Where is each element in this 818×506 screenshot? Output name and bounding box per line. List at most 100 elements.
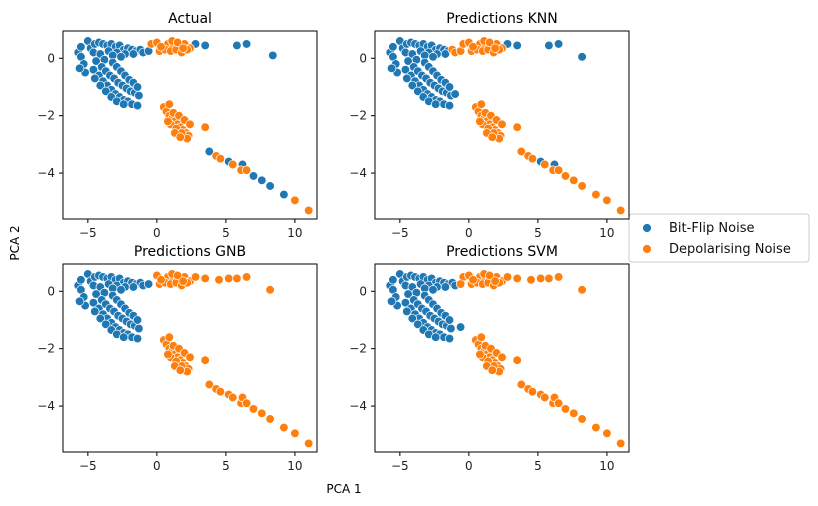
point-depolarising-noise: [163, 349, 173, 360]
x-tick-label: −5: [79, 226, 97, 240]
point-bit-flip-noise: [204, 146, 214, 157]
plot-frame: [62, 30, 318, 220]
point-depolarising-noise: [484, 37, 495, 48]
point-bit-flip-noise: [450, 89, 460, 99]
point-depolarising-noise: [484, 270, 495, 281]
plot-frame: [374, 30, 630, 220]
point-bit-flip-noise: [134, 323, 144, 334]
point-bit-flip-noise: [119, 99, 129, 109]
point-bit-flip-noise: [407, 80, 417, 91]
x-tick-label: 10: [599, 459, 614, 473]
point-bit-flip-noise: [444, 315, 455, 325]
point-depolarising-noise: [304, 205, 314, 216]
point-bit-flip-noise: [74, 296, 85, 306]
point-bit-flip-noise: [95, 80, 105, 91]
y-tick-label: −2: [349, 342, 367, 356]
point-depolarising-noise: [241, 165, 252, 175]
point-depolarising-noise: [497, 352, 507, 362]
point-bit-flip-noise: [76, 275, 86, 285]
x-tick-label: 0: [465, 226, 473, 240]
point-bit-flip-noise: [577, 52, 587, 62]
point-bit-flip-noise: [440, 282, 451, 292]
point-depolarising-noise: [156, 275, 166, 285]
y-tick-label: −2: [349, 109, 367, 123]
point-depolarising-noise: [175, 132, 185, 142]
x-tick-label: 5: [222, 459, 230, 473]
panel-predictions-gnb: Predictions GNB −5 0 5 10 0 −2 −4: [37, 244, 318, 473]
point-depolarising-noise: [512, 355, 522, 365]
point-depolarising-noise: [175, 365, 185, 375]
y-tick-label: −4: [37, 166, 55, 180]
point-depolarising-noise: [200, 273, 210, 284]
x-tick-label: 0: [153, 226, 161, 240]
point-depolarising-noise: [526, 275, 536, 285]
point-depolarising-noise: [502, 272, 513, 282]
point-bit-flip-noise: [143, 279, 154, 289]
legend-label-depolarising: Depolarising Noise: [669, 242, 791, 257]
point-depolarising-noise: [248, 404, 259, 414]
point-depolarising-noise: [224, 273, 234, 284]
point-bit-flip-noise: [388, 42, 398, 52]
point-bit-flip-noise: [386, 63, 397, 73]
point-depolarising-noise: [475, 116, 485, 127]
point-bit-flip-noise: [388, 275, 398, 285]
point-bit-flip-noise: [553, 39, 564, 49]
x-tick-label: 5: [534, 226, 542, 240]
point-bit-flip-noise: [431, 332, 441, 342]
point-depolarising-noise: [164, 332, 174, 342]
point-depolarising-noise: [487, 365, 497, 375]
point-depolarising-noise: [540, 392, 550, 403]
point-bit-flip-noise: [512, 40, 522, 51]
point-depolarising-noise: [215, 154, 226, 164]
x-tick-label: 0: [465, 459, 473, 473]
point-depolarising-noise: [577, 181, 587, 191]
panel-predictions-svm: Predictions SVM −5 0 5 10 0 −2 −4: [349, 244, 630, 473]
point-depolarising-noise: [185, 352, 195, 362]
point-depolarising-noise: [516, 146, 526, 157]
point-depolarising-noise: [577, 285, 587, 295]
point-bit-flip-noise: [440, 49, 451, 59]
point-bit-flip-noise: [402, 73, 412, 84]
point-bit-flip-noise: [95, 313, 105, 324]
point-depolarising-noise: [487, 132, 497, 142]
point-bit-flip-noise: [268, 50, 278, 61]
y-tick-label: 0: [359, 51, 367, 65]
point-depolarising-noise: [512, 122, 522, 132]
point-depolarising-noise: [468, 42, 478, 52]
point-depolarising-noise: [228, 159, 238, 170]
panel-predictions-knn: Predictions KNN −5 0 5 10 0 −2 −4: [349, 11, 630, 240]
point-depolarising-noise: [490, 43, 500, 53]
point-depolarising-noise: [475, 349, 485, 360]
point-bit-flip-noise: [76, 42, 86, 52]
point-depolarising-noise: [536, 273, 546, 284]
x-tick-label: 10: [287, 226, 302, 240]
point-bit-flip-noise: [119, 332, 129, 342]
point-depolarising-noise: [178, 276, 188, 286]
point-bit-flip-noise: [128, 282, 139, 292]
point-bit-flip-noise: [428, 52, 438, 62]
point-bit-flip-noise: [248, 171, 259, 181]
panel-title: Predictions KNN: [446, 11, 557, 27]
point-bit-flip-noise: [90, 306, 100, 317]
point-depolarising-noise: [602, 195, 612, 205]
point-depolarising-noise: [200, 122, 210, 132]
point-depolarising-noise: [185, 119, 195, 129]
legend: Bit-Flip Noise Depolarising Noise: [628, 213, 810, 263]
point-bit-flip-noise: [431, 99, 441, 109]
point-depolarising-noise: [164, 99, 174, 109]
point-bit-flip-noise: [444, 82, 455, 92]
point-depolarising-noise: [527, 154, 538, 164]
point-depolarising-noise: [553, 165, 564, 175]
point-depolarising-noise: [577, 414, 587, 424]
panel-title: Actual: [168, 11, 212, 27]
point-depolarising-noise: [540, 159, 550, 170]
point-depolarising-noise: [178, 43, 188, 53]
point-depolarising-noise: [553, 272, 564, 282]
point-bit-flip-noise: [413, 86, 423, 96]
point-bit-flip-noise: [444, 333, 455, 344]
point-depolarising-noise: [204, 379, 214, 390]
point-bit-flip-noise: [232, 40, 242, 51]
point-bit-flip-noise: [200, 40, 210, 51]
point-depolarising-noise: [616, 205, 626, 216]
